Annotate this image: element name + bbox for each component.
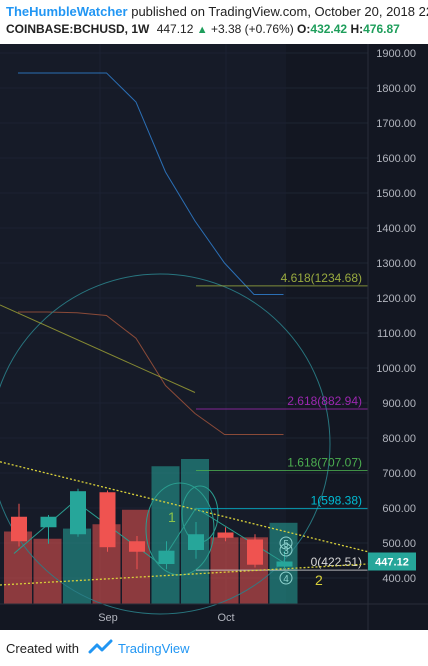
y-tick-label: 500.00 [382, 538, 416, 550]
y-tick-label: 1400.00 [376, 223, 416, 235]
last-price: 447.12 [156, 22, 194, 36]
chart-area[interactable]: 4.618(1234.68) 2.618(882.94) 1.618(707.07)… [0, 44, 428, 630]
last-price-label-bg [368, 552, 416, 571]
wave-count-circle [279, 571, 293, 585]
y-tick-label: 1000.00 [376, 363, 416, 375]
price-change: +3.38 (+0.76%) [210, 22, 294, 36]
candle-body [247, 539, 263, 565]
high-label: H: [350, 22, 364, 36]
axes: 400.00 500.00 600.00 700.00 800.00 900.00 1000… [0, 44, 428, 630]
y-tick-label: 1900.00 [376, 48, 416, 60]
wave-count-circle [279, 543, 293, 557]
y-tick-label: 1600.00 [376, 153, 416, 165]
wave-count-label: 4 [283, 574, 289, 585]
candle-body [217, 532, 234, 538]
large-circle [0, 273, 331, 615]
symbol-label: COINBASE:BCHUSD, 1W [6, 22, 150, 36]
fib-level-label: 2.618(882.94) [287, 394, 362, 408]
y-tick-label: 1800.00 [376, 83, 416, 95]
candle-body [40, 516, 57, 528]
y-tick-label: 900.00 [382, 398, 416, 410]
tradingview-brand-link[interactable]: TradingView [118, 641, 190, 656]
candle-body [70, 491, 86, 535]
published-text: published on TradingView.com, October 20… [131, 4, 428, 19]
candle-body [158, 550, 175, 564]
y-tick-label: 800.00 [382, 433, 416, 445]
ascending-trendline [0, 563, 369, 586]
trendline-upper-faint [0, 304, 196, 393]
fib-level-label: 1.618(707.07) [287, 456, 362, 470]
footer: Created with TradingView [0, 630, 428, 666]
volume-bar [122, 509, 150, 604]
volume-bar [63, 528, 91, 604]
descending-trendline [0, 461, 369, 553]
y-tick-label: 1300.00 [376, 258, 416, 270]
created-with-text: Created with [6, 641, 79, 656]
wave-label-2: 2 [315, 572, 323, 588]
candles[interactable] [11, 488, 293, 570]
fib-level-label: 4.618(1234.68) [281, 271, 362, 285]
wave-line [74, 500, 161, 565]
open-value: 432.42 [310, 22, 348, 36]
volume-bar [210, 537, 239, 604]
upper-band-line [18, 72, 284, 295]
candle-body [188, 534, 204, 550]
x-tick-label: Sep [98, 612, 118, 624]
wave-label-1: 1 [168, 509, 176, 525]
lower-band-line [18, 311, 284, 435]
symbol-info-line: COINBASE:BCHUSD, 1W 447.12 ▲ +3.38 (+0.7… [6, 22, 400, 36]
author-link[interactable]: TheHumbleWatcher [6, 4, 128, 19]
publish-line: TheHumbleWatcher published on TradingVie… [6, 4, 428, 19]
high-value: 476.87 [363, 22, 400, 36]
candle-body [11, 516, 27, 542]
candle-body [276, 561, 293, 567]
fib-level-label: 0(422.51) [311, 555, 362, 569]
wave-count-circle [279, 536, 293, 550]
up-triangle-icon: ▲ [196, 24, 208, 36]
y-tick-label: 700.00 [382, 468, 416, 480]
open-label: O: [297, 22, 311, 36]
volume-bar [151, 466, 180, 604]
y-tick-label: 1200.00 [376, 293, 416, 305]
y-tick-label: 1100.00 [377, 328, 416, 340]
y-tick-label: 1700.00 [376, 118, 416, 130]
candle-body [99, 492, 116, 548]
wave-line [195, 507, 287, 565]
volume-bar [181, 459, 209, 604]
chart-header: TheHumbleWatcher published on TradingVie… [0, 0, 428, 44]
wave-count-label: 3 [283, 546, 289, 557]
candle-body [129, 541, 145, 552]
last-price-label: 447.12 [375, 557, 409, 569]
fib-level-label: 1(598.38) [311, 494, 362, 508]
bands [18, 72, 284, 435]
x-tick-label: Oct [217, 612, 234, 624]
tradingview-logo-icon[interactable] [88, 639, 114, 660]
y-tick-label: 1500.00 [376, 188, 416, 200]
fib-levels: 4.618(1234.68) 2.618(882.94) 1.618(707.07)… [196, 271, 368, 571]
price-chart[interactable]: 4.618(1234.68) 2.618(882.94) 1.618(707.07)… [0, 44, 428, 630]
y-tick-label: 600.00 [382, 503, 416, 515]
y-tick-label: 400.00 [382, 573, 416, 585]
volume-bar [4, 531, 32, 604]
volume-bars [4, 459, 298, 604]
